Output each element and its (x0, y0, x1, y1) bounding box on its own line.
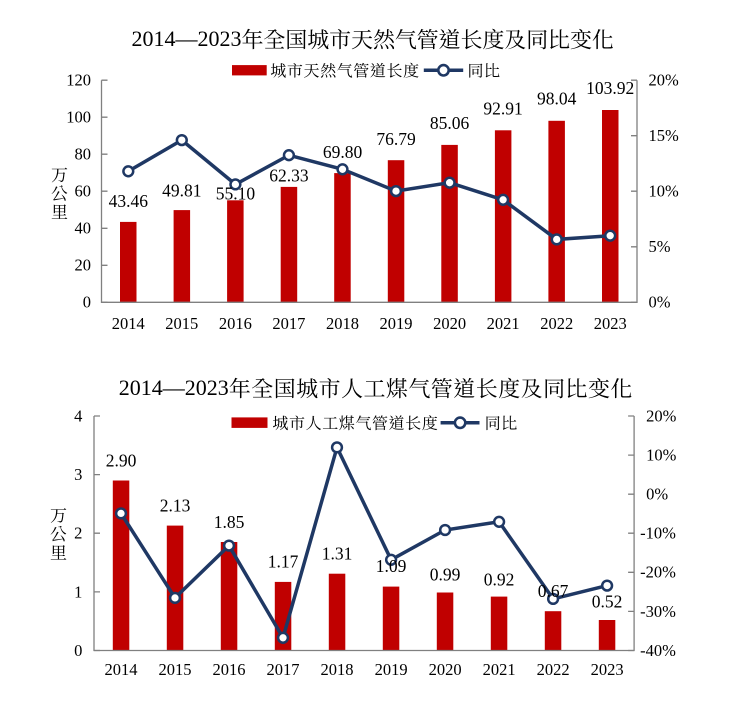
svg-text:2014—2023: 2014—2023 (119, 375, 229, 400)
svg-text:1: 1 (74, 582, 82, 601)
svg-text:60: 60 (75, 182, 92, 201)
svg-text:10%: 10% (649, 182, 680, 201)
svg-text:0.67: 0.67 (538, 581, 569, 601)
svg-text:43.46: 43.46 (109, 191, 149, 211)
svg-text:2023: 2023 (594, 314, 627, 333)
svg-text:2018: 2018 (326, 314, 359, 333)
svg-text:85.06: 85.06 (430, 113, 470, 133)
svg-text:92.91: 92.91 (483, 99, 522, 119)
svg-text:2019: 2019 (375, 660, 408, 679)
svg-text:2.13: 2.13 (160, 495, 191, 515)
svg-text:1.09: 1.09 (376, 556, 407, 576)
svg-text:-10%: -10% (640, 524, 676, 543)
svg-text:2020: 2020 (433, 314, 466, 333)
svg-text:-20%: -20% (640, 563, 676, 582)
svg-text:2018: 2018 (321, 660, 354, 679)
svg-text:0.99: 0.99 (430, 564, 461, 584)
svg-text:-30%: -30% (640, 602, 676, 621)
svg-text:2: 2 (74, 524, 82, 543)
svg-text:2019: 2019 (380, 314, 413, 333)
svg-text:20: 20 (75, 256, 92, 275)
svg-text:80: 80 (75, 145, 92, 164)
svg-text:2021: 2021 (487, 314, 520, 333)
svg-text:15%: 15% (649, 126, 680, 145)
svg-text:2023: 2023 (591, 660, 624, 679)
svg-text:2015: 2015 (165, 314, 198, 333)
svg-text:49.81: 49.81 (162, 180, 201, 200)
svg-text:2021: 2021 (483, 660, 516, 679)
svg-text:2014—2023: 2014—2023 (132, 26, 242, 51)
svg-text:0: 0 (74, 641, 82, 660)
svg-text:20%: 20% (646, 406, 677, 425)
svg-text:0.52: 0.52 (592, 591, 623, 611)
svg-text:120: 120 (66, 71, 91, 90)
svg-text:2022: 2022 (540, 314, 573, 333)
svg-text:5%: 5% (649, 237, 671, 256)
svg-text:98.04: 98.04 (537, 89, 577, 109)
svg-text:40: 40 (75, 219, 92, 238)
svg-text:0.92: 0.92 (484, 569, 515, 589)
svg-text:55.10: 55.10 (216, 184, 256, 204)
svg-text:10%: 10% (646, 446, 677, 465)
svg-text:2020: 2020 (429, 660, 462, 679)
svg-text:0%: 0% (649, 293, 671, 312)
svg-text:62.33: 62.33 (269, 166, 309, 186)
svg-text:-40%: -40% (640, 641, 676, 660)
svg-text:4: 4 (74, 406, 82, 425)
svg-text:1.17: 1.17 (268, 552, 299, 572)
svg-text:2014: 2014 (112, 314, 145, 333)
svg-text:2015: 2015 (159, 660, 192, 679)
svg-text:20%: 20% (649, 71, 680, 90)
svg-text:2016: 2016 (213, 660, 246, 679)
svg-text:1.31: 1.31 (322, 544, 353, 564)
svg-text:103.92: 103.92 (586, 78, 634, 98)
svg-text:2022: 2022 (537, 660, 570, 679)
svg-text:2017: 2017 (272, 314, 305, 333)
svg-text:3: 3 (74, 465, 82, 484)
svg-text:0: 0 (83, 293, 91, 312)
svg-text:100: 100 (66, 108, 91, 127)
svg-text:2016: 2016 (219, 314, 252, 333)
svg-text:69.80: 69.80 (323, 142, 363, 162)
svg-text:76.79: 76.79 (376, 129, 416, 149)
svg-text:2014: 2014 (105, 660, 138, 679)
svg-text:1.85: 1.85 (214, 512, 245, 532)
svg-text:2.90: 2.90 (106, 450, 137, 470)
svg-text:2017: 2017 (267, 660, 300, 679)
svg-text:0%: 0% (646, 485, 668, 504)
